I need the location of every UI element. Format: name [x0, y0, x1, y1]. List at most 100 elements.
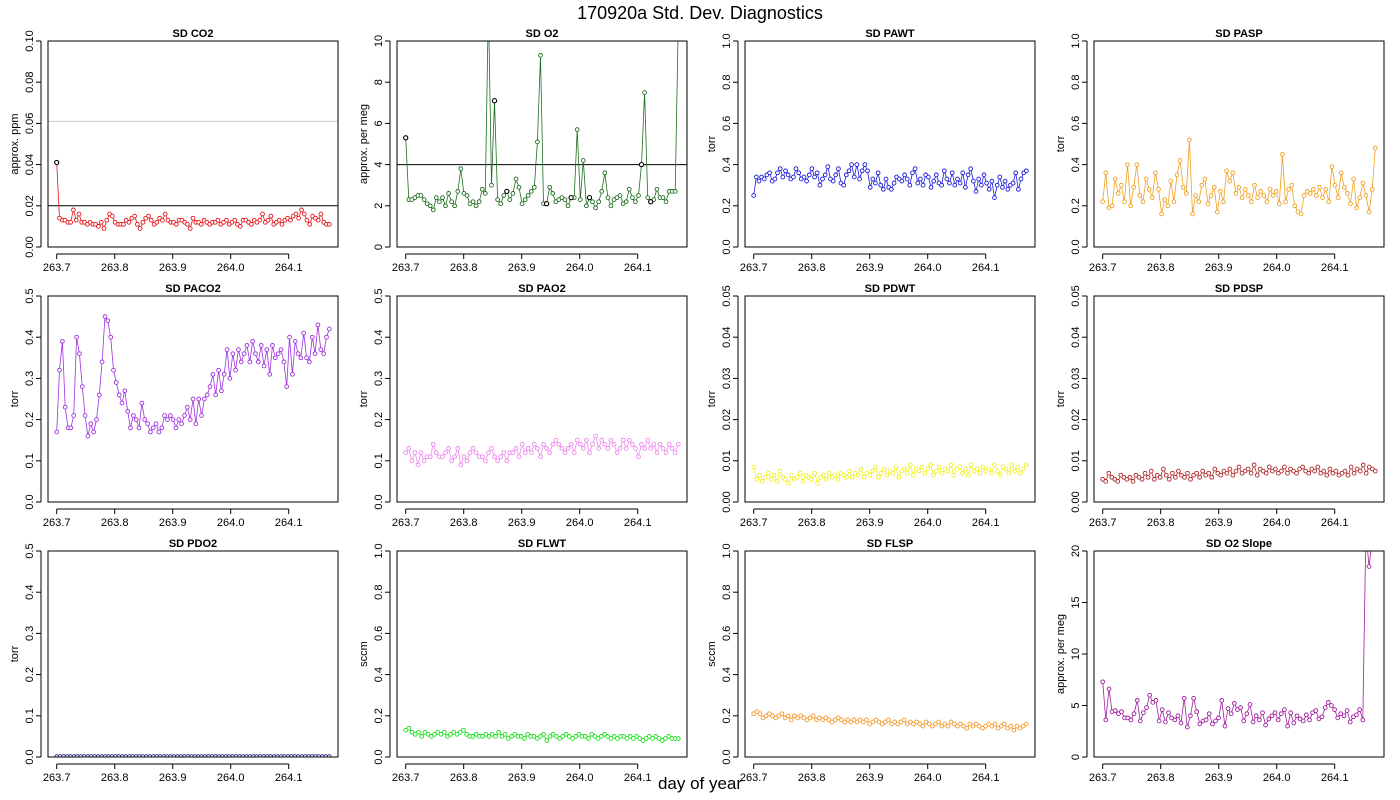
data-point [645, 195, 651, 200]
y-tick-label: 8 [373, 79, 385, 85]
data-point [126, 219, 132, 225]
data-point [888, 186, 894, 192]
data-point [1018, 470, 1023, 476]
x-tick-label: 263.9 [159, 772, 187, 784]
data-point [1335, 715, 1341, 721]
x-tick-label: 264.0 [566, 517, 594, 529]
data-point [847, 468, 852, 474]
data-point [1214, 209, 1220, 215]
data-point [854, 162, 860, 167]
data-point [438, 731, 444, 737]
y-tick-label: 0 [373, 244, 385, 250]
data-point [284, 384, 290, 389]
data-point [449, 458, 454, 464]
data-point [829, 719, 835, 725]
data-point [1242, 186, 1248, 192]
data-point [636, 193, 641, 198]
data-point [492, 454, 497, 460]
data-point [639, 441, 644, 447]
y-tick-label: 1.0 [721, 33, 733, 48]
data-point [464, 731, 469, 737]
data-point [939, 723, 945, 729]
data-point [1142, 470, 1148, 476]
data-point [525, 446, 531, 451]
data-point [648, 446, 654, 451]
x-tick-label: 264.1 [275, 517, 303, 529]
data-point [260, 211, 265, 217]
data-point [1169, 715, 1174, 721]
panel-sd-pdo2: SD PDO2 torr 0.0 0.1 0.2 0.3 0.4 0.5 263.7 263.8 2… [9, 538, 339, 784]
data-point [1278, 711, 1284, 717]
series-sd-flsp [751, 709, 1029, 733]
data-point [427, 454, 433, 460]
panel-title: SD O2 Slope [1206, 538, 1272, 550]
data-point [779, 711, 785, 717]
data-point [71, 413, 77, 418]
data-point [1182, 474, 1187, 480]
data-point [973, 189, 979, 194]
x-tick-label: 264.0 [914, 262, 942, 274]
data-point [1297, 716, 1303, 722]
data-point [1286, 186, 1291, 192]
data-point [512, 731, 518, 737]
data-point [88, 421, 94, 427]
data-point [562, 450, 568, 455]
figure-title: 170920a Std. Dev. Diagnostics [577, 3, 823, 23]
data-point [1257, 717, 1262, 723]
data-point [437, 199, 442, 205]
data-point [430, 441, 436, 447]
data-point [797, 470, 803, 476]
y-tick-label: 0.2 [24, 667, 36, 682]
data-point [541, 441, 546, 447]
data-point [1171, 199, 1177, 205]
y-tick-label: 0 [1070, 754, 1082, 760]
data-point [1306, 470, 1312, 476]
data-point [904, 721, 910, 727]
data-point [630, 441, 635, 447]
data-point [1206, 711, 1212, 717]
x-tick-label: 264.1 [972, 262, 1000, 274]
data-point [1335, 195, 1341, 200]
data-point [550, 731, 556, 737]
data-point [1208, 193, 1214, 198]
data-point [324, 334, 329, 340]
data-point [942, 721, 948, 727]
data-point [74, 334, 79, 340]
data-point [1156, 718, 1162, 724]
x-tick-label: 263.7 [392, 517, 420, 529]
data-point [760, 715, 766, 721]
panel-title: SD PACO2 [165, 283, 220, 295]
data-point [326, 221, 332, 227]
data-point [528, 189, 534, 194]
data-point [182, 413, 187, 418]
x-tick-label: 264.0 [1263, 772, 1291, 784]
data-point [1370, 539, 1374, 543]
data-point [1266, 716, 1272, 722]
data-point [920, 723, 926, 729]
data-point [458, 166, 464, 172]
data-point [577, 197, 583, 202]
data-point [1372, 468, 1378, 474]
data-point [1363, 193, 1369, 198]
data-point [785, 172, 791, 178]
y-tick-label: 0.4 [373, 667, 385, 682]
data-point [62, 404, 68, 410]
data-point [586, 736, 591, 741]
data-point [857, 176, 862, 182]
data-point [101, 226, 107, 231]
data-point [907, 182, 913, 188]
data-point [873, 717, 879, 723]
data-point [403, 727, 409, 733]
data-point [804, 178, 809, 184]
data-point [140, 219, 146, 225]
data-point [783, 476, 788, 482]
data-point [85, 433, 91, 439]
data-point [859, 168, 865, 174]
panel-title: SD PDWT [865, 283, 916, 295]
data-point [1194, 470, 1199, 476]
data-point [105, 318, 111, 324]
data-point [663, 199, 669, 205]
data-point [1203, 717, 1209, 723]
data-point [1115, 191, 1121, 196]
data-point [1006, 470, 1012, 476]
